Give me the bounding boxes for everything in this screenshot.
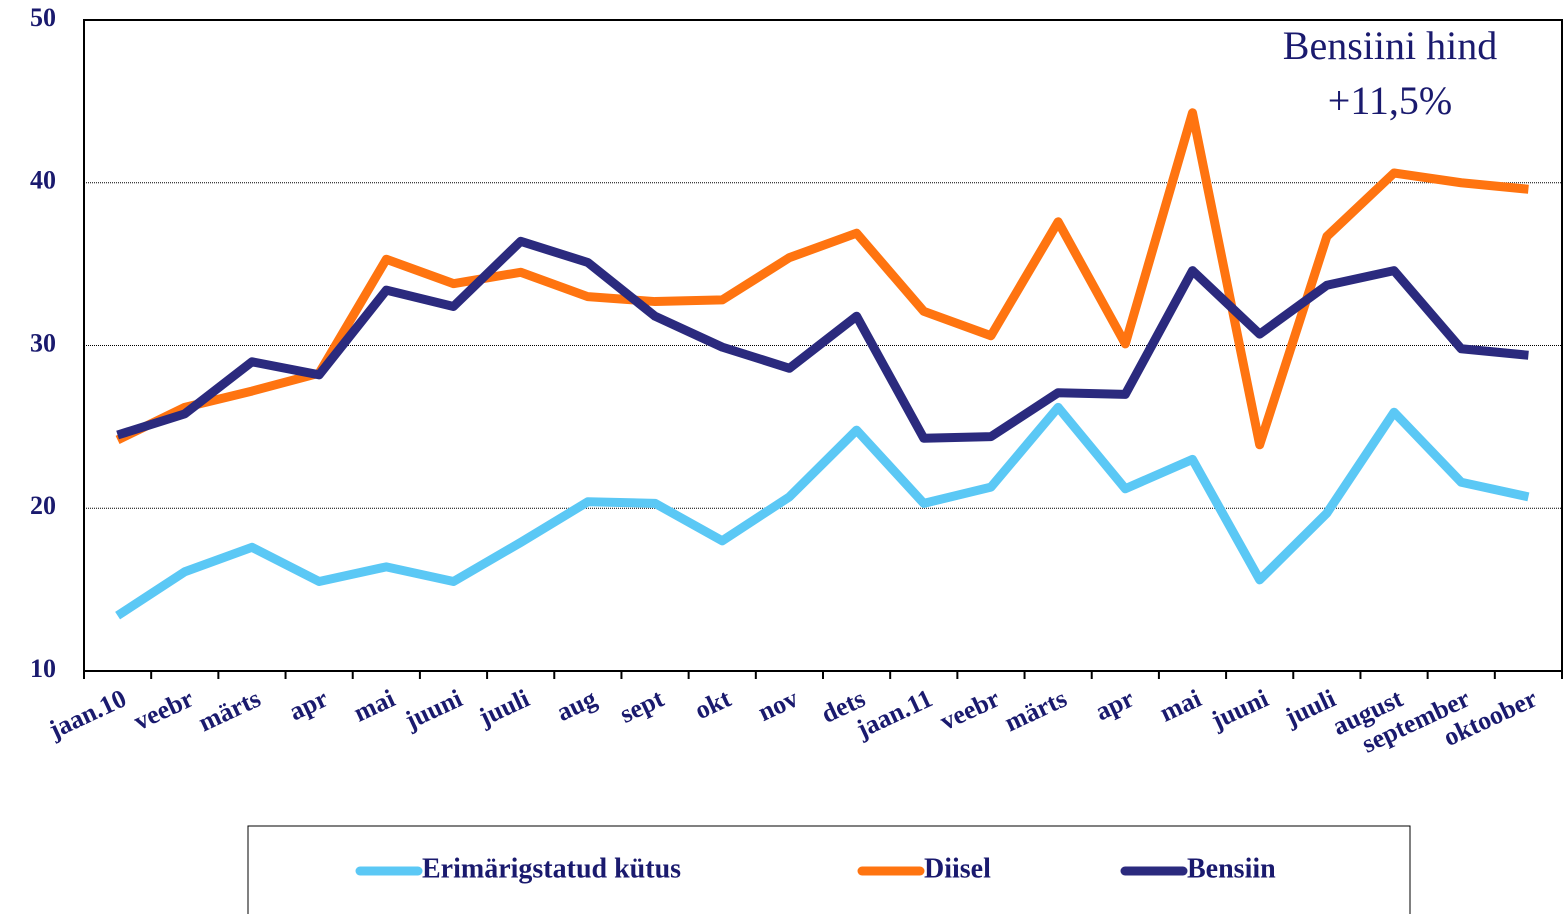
annotation: +11,5% (1328, 78, 1452, 123)
legend-label: Erimärigstatud kütus (422, 853, 681, 884)
legend-label: Bensiin (1187, 853, 1276, 884)
y-tick-label: 20 (30, 491, 56, 520)
x-tick-label: jaan.11 (851, 684, 937, 745)
x-tick-label: juuni (400, 684, 467, 736)
y-tick-label: 30 (30, 328, 56, 357)
x-tick-label: juuli (473, 684, 533, 733)
x-tick-label: jaan.10 (44, 684, 131, 745)
x-tick-label: veebr (935, 684, 1004, 737)
x-tick-label: okt (690, 683, 735, 725)
legend-label: Diisel (924, 853, 991, 884)
annotation: Bensiini hind (1283, 23, 1497, 68)
x-tick-label: märts (1000, 684, 1071, 738)
x-tick-label: apr (1091, 684, 1139, 727)
y-tick-label: 40 (30, 166, 56, 195)
series-line (115, 108, 1529, 450)
series-line (115, 402, 1530, 620)
x-tick-label: mai (1155, 684, 1205, 728)
x-tick-label: mai (349, 684, 399, 728)
series-line (116, 236, 1529, 443)
x-tick-label: sept (615, 683, 668, 728)
y-tick-label: 10 (30, 654, 56, 683)
y-tick-label: 50 (30, 3, 56, 32)
legend (247, 825, 1411, 914)
x-tick-label: juuni (1206, 684, 1273, 736)
x-tick-label: aug (552, 684, 601, 727)
x-tick-label: veebr (129, 684, 198, 737)
x-tick-label: juuli (1280, 684, 1340, 733)
x-tick-label: märts (194, 684, 265, 738)
x-tick-label: nov (754, 684, 803, 727)
x-tick-label: apr (285, 684, 333, 727)
